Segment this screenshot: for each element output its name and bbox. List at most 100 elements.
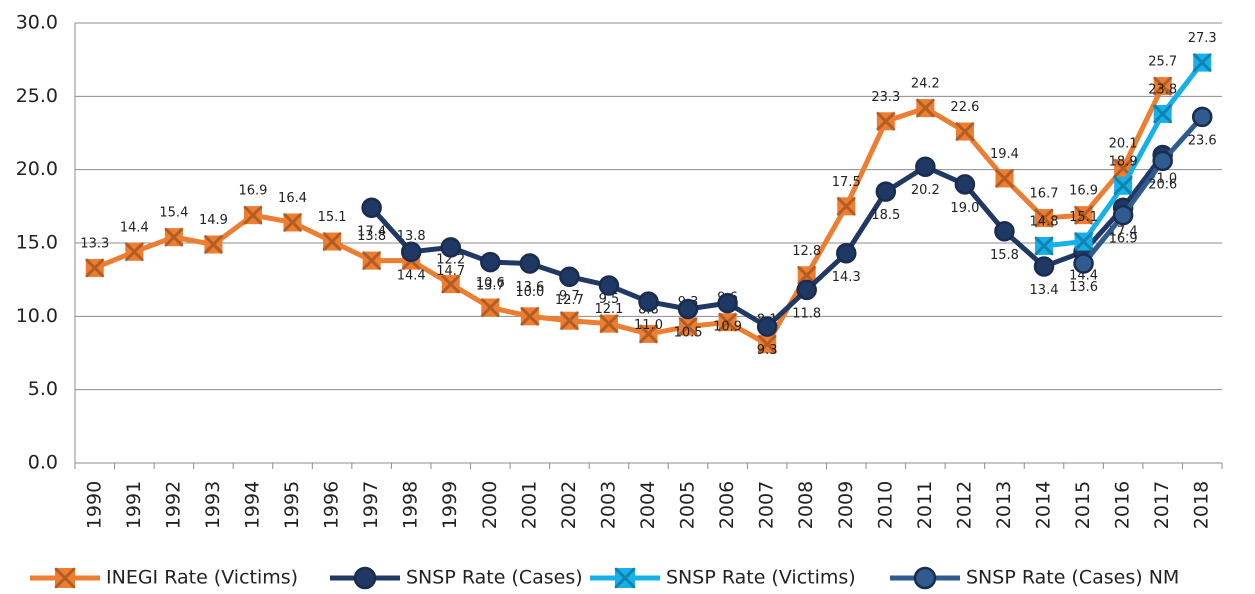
marker	[717, 292, 738, 314]
marker	[796, 279, 817, 301]
data-label: 9.7	[559, 289, 580, 304]
marker	[613, 566, 637, 590]
marker-x	[480, 297, 501, 318]
marker-square	[1153, 77, 1172, 96]
marker-x	[84, 257, 105, 278]
marker	[1073, 205, 1094, 226]
marker-square	[55, 568, 75, 588]
data-label: 16.4	[278, 191, 307, 206]
data-label: 14.7	[436, 264, 465, 279]
marker-x	[638, 323, 659, 344]
marker-x	[1033, 208, 1055, 229]
data-label: 12.7	[555, 293, 584, 308]
data-label: 23.8	[1148, 82, 1177, 97]
x-tick-label: 2003	[597, 481, 619, 529]
x-tick-label: 1994	[241, 481, 263, 529]
marker	[322, 231, 343, 252]
marker-circle	[875, 181, 897, 202]
marker-circle	[1152, 150, 1173, 172]
data-label: 18.5	[871, 208, 900, 223]
marker-x	[1152, 76, 1173, 97]
marker-x	[361, 250, 382, 271]
marker-square	[837, 197, 856, 216]
marker-square	[995, 169, 1014, 188]
data-label: 17.5	[832, 175, 861, 190]
marker-square	[955, 122, 974, 141]
data-label: 12.2	[436, 253, 465, 268]
marker-square	[164, 228, 183, 247]
data-label: 10.9	[713, 320, 742, 335]
marker	[875, 181, 897, 202]
legend-label: SNSP Rate (Victims)	[666, 567, 856, 589]
marker	[756, 316, 778, 337]
marker-circle	[361, 197, 382, 219]
x-tick-label: 2005	[677, 481, 699, 529]
marker-square	[639, 324, 658, 343]
data-label: 20.6	[1148, 177, 1177, 192]
x-tick-label: 1998	[400, 481, 422, 529]
marker-square	[1035, 209, 1054, 228]
marker	[915, 98, 936, 119]
marker	[913, 566, 937, 590]
marker-circle	[638, 291, 659, 312]
marker-x	[519, 306, 540, 327]
data-label: 25.7	[1148, 55, 1177, 70]
y-tick-label: 30.0	[16, 12, 58, 34]
marker	[875, 111, 896, 132]
marker-square	[362, 251, 381, 270]
marker-circle	[836, 243, 857, 264]
data-label: 19.0	[950, 201, 979, 216]
data-label: 14.4	[397, 268, 426, 283]
marker	[559, 266, 580, 287]
marker-x	[163, 227, 184, 248]
marker-x	[757, 334, 778, 355]
marker-square	[204, 235, 223, 254]
marker	[53, 566, 77, 590]
data-label: 10.0	[515, 285, 544, 300]
x-tick-label: 2017	[1151, 481, 1173, 529]
x-tick-label: 2011	[914, 481, 936, 529]
x-tick-label: 2004	[637, 481, 659, 529]
marker-circle	[717, 292, 738, 314]
marker-x	[1152, 103, 1173, 124]
marker-circle	[796, 279, 817, 301]
marker	[353, 566, 377, 590]
marker-x	[994, 168, 1015, 189]
marker-circle	[440, 237, 461, 258]
data-label: 14.9	[199, 213, 228, 228]
marker-x	[242, 205, 264, 226]
marker-circle	[994, 221, 1015, 242]
marker-x	[1073, 231, 1094, 252]
x-tick-label: 2016	[1112, 481, 1134, 529]
marker-circle	[559, 266, 580, 287]
data-label: 15.8	[990, 248, 1019, 263]
marker-square	[1114, 176, 1133, 195]
marker-x	[322, 231, 343, 252]
marker-circle	[915, 156, 936, 177]
data-label: 16.9	[1109, 232, 1138, 247]
marker	[519, 306, 540, 327]
y-tick-label: 10.0	[16, 305, 58, 327]
marker-square	[243, 206, 262, 225]
marker-square	[283, 213, 302, 232]
x-tick-label: 1995	[281, 481, 303, 529]
data-label: 9.3	[757, 343, 778, 358]
marker-x	[915, 98, 936, 119]
data-label: 15.1	[318, 210, 347, 225]
marker-x	[613, 566, 637, 590]
data-label: 16.9	[1069, 184, 1098, 199]
data-label: 13.4	[1030, 283, 1059, 298]
marker-circle	[353, 566, 377, 590]
marker	[282, 212, 303, 233]
marker	[1033, 235, 1055, 256]
x-tick-label: 1992	[162, 481, 184, 529]
y-tick-label: 0.0	[28, 452, 58, 474]
marker-circle	[1073, 253, 1094, 274]
series-line	[1081, 115, 1205, 266]
legend-label: SNSP Rate (Cases) NM	[966, 567, 1179, 589]
marker	[1033, 208, 1055, 229]
marker-square	[323, 232, 342, 251]
marker-square	[797, 266, 816, 285]
marker-square	[718, 313, 737, 332]
